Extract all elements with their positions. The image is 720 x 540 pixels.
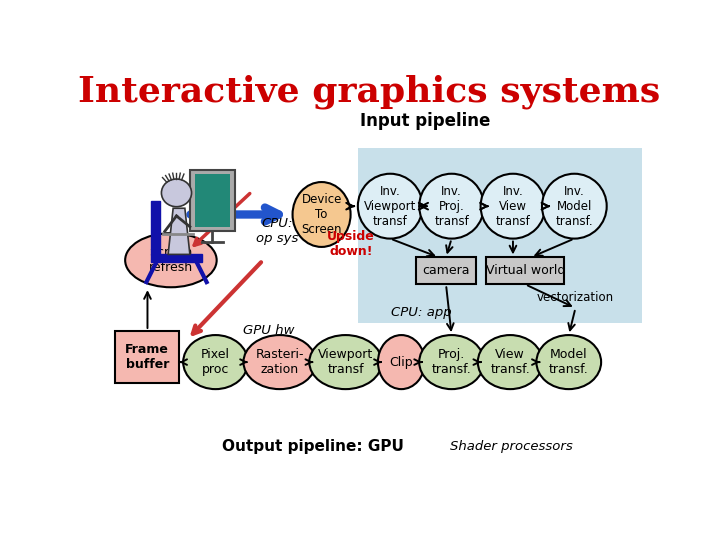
FancyBboxPatch shape bbox=[358, 148, 642, 322]
Ellipse shape bbox=[378, 335, 425, 389]
Ellipse shape bbox=[292, 182, 351, 247]
Text: Inv.
View
transf: Inv. View transf bbox=[495, 185, 531, 228]
Ellipse shape bbox=[183, 335, 248, 389]
Ellipse shape bbox=[480, 174, 545, 239]
Text: camera: camera bbox=[423, 264, 470, 278]
Text: Input pipeline: Input pipeline bbox=[359, 112, 490, 130]
Text: Screen
refresh: Screen refresh bbox=[149, 246, 193, 274]
FancyBboxPatch shape bbox=[115, 331, 179, 383]
FancyBboxPatch shape bbox=[416, 258, 476, 285]
Text: Pixel
proc: Pixel proc bbox=[201, 348, 230, 376]
Ellipse shape bbox=[125, 233, 217, 287]
Text: Proj.
transf.: Proj. transf. bbox=[432, 348, 472, 376]
Ellipse shape bbox=[419, 174, 484, 239]
Ellipse shape bbox=[542, 174, 607, 239]
Ellipse shape bbox=[419, 335, 484, 389]
Text: Inv.
Model
transf.: Inv. Model transf. bbox=[556, 185, 593, 228]
FancyBboxPatch shape bbox=[486, 258, 564, 285]
Text: Virtual world: Virtual world bbox=[485, 264, 565, 278]
Text: CPU: app: CPU: app bbox=[392, 306, 452, 319]
Text: Rasteri-
zation: Rasteri- zation bbox=[256, 348, 304, 376]
Text: CPU:
op sys: CPU: op sys bbox=[256, 217, 298, 245]
Text: Output pipeline: GPU: Output pipeline: GPU bbox=[222, 439, 404, 454]
Text: Device
To
Screen: Device To Screen bbox=[301, 193, 342, 236]
Text: Viewport
transf: Viewport transf bbox=[318, 348, 373, 376]
Ellipse shape bbox=[358, 174, 423, 239]
Text: Interactive graphics systems: Interactive graphics systems bbox=[78, 75, 660, 109]
Text: Frame
buffer: Frame buffer bbox=[125, 343, 169, 371]
Ellipse shape bbox=[310, 335, 382, 389]
Ellipse shape bbox=[536, 335, 601, 389]
Ellipse shape bbox=[478, 335, 543, 389]
Text: Inv.
Proj.
transf: Inv. Proj. transf bbox=[434, 185, 469, 228]
Text: Model
transf.: Model transf. bbox=[549, 348, 589, 376]
Text: Clip: Clip bbox=[390, 356, 413, 369]
Text: View
transf.: View transf. bbox=[490, 348, 530, 376]
Text: Inv.
Viewport
transf: Inv. Viewport transf bbox=[364, 185, 416, 228]
Ellipse shape bbox=[243, 335, 316, 389]
Text: Shader processors: Shader processors bbox=[450, 440, 572, 453]
Text: vectorization: vectorization bbox=[537, 291, 614, 304]
Text: GPU hw: GPU hw bbox=[243, 325, 294, 338]
Text: Upside
down!: Upside down! bbox=[328, 231, 375, 259]
